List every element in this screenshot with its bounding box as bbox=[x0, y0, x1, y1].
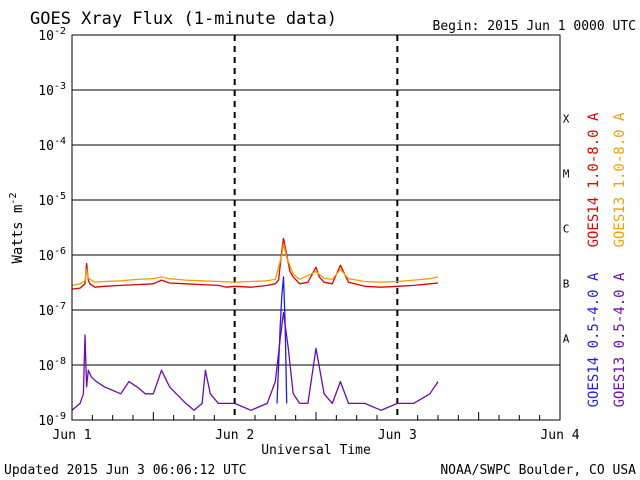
y-tick-labels: 10-2 10-3 10-4 10-5 10-6 10-7 10-8 10-9 bbox=[38, 26, 66, 429]
series-line-3 bbox=[276, 276, 288, 404]
y-tick-label: 10-9 bbox=[38, 411, 66, 429]
y-tick-exponent: -3 bbox=[54, 81, 66, 92]
y-axis-label: Watts m-2 bbox=[8, 192, 26, 263]
y-tick-label: 10-3 bbox=[38, 81, 66, 99]
x-tick-label: Jun 2 bbox=[215, 428, 254, 443]
series-lines bbox=[71, 237, 439, 411]
flare-class-label: A bbox=[563, 333, 570, 346]
series-line-1 bbox=[71, 237, 439, 290]
legend: GOES14 1.0-8.0 A GOES13 1.0-8.0 A GOES14 0… bbox=[586, 112, 628, 407]
y-tick-label: 10-4 bbox=[38, 136, 66, 154]
y-tick-exponent: -5 bbox=[54, 191, 66, 202]
x-tick-labels: Jun 1 Jun 2 Jun 3 Jun 4 bbox=[52, 428, 579, 443]
y-tick-exponent: -2 bbox=[54, 26, 66, 37]
y-tick-label: 10-7 bbox=[38, 301, 66, 319]
y-tick-exponent: -6 bbox=[54, 246, 66, 257]
y-tick-exponent: -4 bbox=[54, 136, 66, 147]
begin-label: Begin: 2015 Jun 1 0000 UTC bbox=[433, 19, 637, 34]
flare-class-labels: X M C B A bbox=[563, 113, 570, 346]
y-tick-label: 10-5 bbox=[38, 191, 66, 209]
flare-class-label: X bbox=[563, 113, 570, 126]
x-tick-label: Jun 4 bbox=[540, 428, 579, 443]
flare-class-label: C bbox=[563, 223, 570, 236]
legend-entry-4: GOES13 0.5-4.0 A bbox=[612, 272, 628, 407]
y-tick-label: 10-8 bbox=[38, 356, 66, 374]
plot-frame bbox=[71, 34, 561, 421]
chart-title: GOES Xray Flux (1-minute data) bbox=[30, 9, 337, 29]
y-axis-label-text: Watts m bbox=[10, 205, 26, 264]
y-tick-exponent: -8 bbox=[54, 356, 66, 367]
y-tick-label: 10-6 bbox=[38, 246, 66, 264]
x-tick-label: Jun 3 bbox=[378, 428, 417, 443]
y-tick-label: 10-2 bbox=[38, 26, 66, 44]
legend-entry-1: GOES14 1.0-8.0 A bbox=[586, 112, 602, 247]
x-tick-label: Jun 1 bbox=[52, 428, 91, 443]
y-tick-exponent: -7 bbox=[54, 301, 66, 312]
y-axis-label-sup: -2 bbox=[8, 192, 19, 204]
svg-text:Watts m-2: Watts m-2 bbox=[8, 192, 26, 263]
flare-class-label: B bbox=[563, 278, 570, 291]
series-line-4 bbox=[71, 311, 439, 411]
grid bbox=[72, 34, 560, 421]
y-tick-exponent: -9 bbox=[54, 411, 66, 422]
flare-class-label: M bbox=[563, 168, 570, 181]
series-line-2 bbox=[71, 243, 439, 287]
legend-entry-3: GOES14 0.5-4.0 A bbox=[586, 272, 602, 407]
x-axis-label: Universal Time bbox=[261, 443, 371, 458]
source-text: NOAA/SWPC Boulder, CO USA bbox=[440, 463, 636, 478]
updated-text: Updated 2015 Jun 3 06:06:12 UTC bbox=[4, 463, 247, 478]
legend-entry-2: GOES13 1.0-8.0 A bbox=[612, 112, 628, 247]
